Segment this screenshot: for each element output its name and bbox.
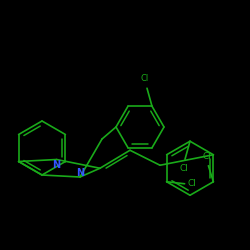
Text: N: N: [76, 168, 84, 178]
Text: Cl: Cl: [203, 152, 212, 161]
Text: Cl: Cl: [180, 164, 188, 173]
Text: N: N: [52, 160, 61, 170]
Text: Cl: Cl: [188, 179, 196, 188]
Text: Cl: Cl: [141, 74, 149, 83]
